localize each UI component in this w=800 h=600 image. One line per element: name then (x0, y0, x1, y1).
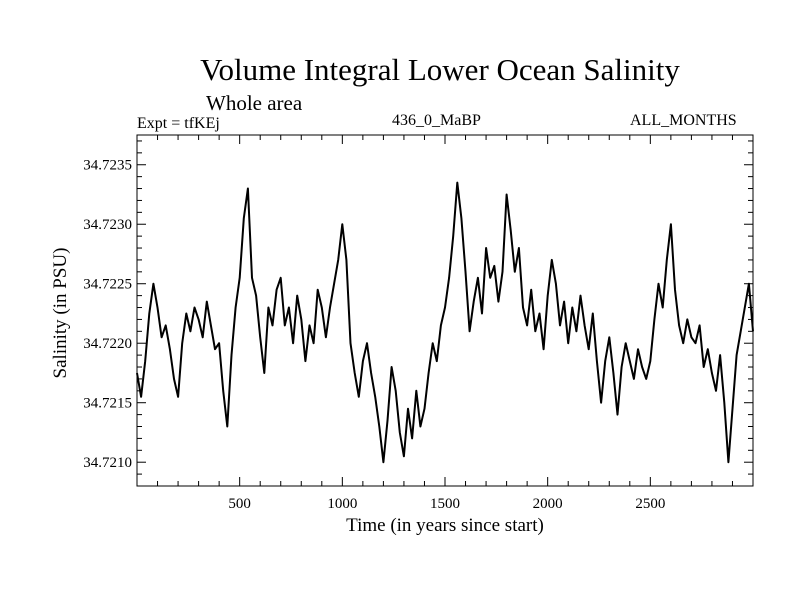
y-tick-label: 34.7235 (83, 158, 132, 174)
x-tick-label: 2000 (533, 496, 563, 512)
x-tick-label: 500 (228, 496, 251, 512)
y-tick-label: 34.7230 (83, 217, 132, 233)
y-tick-label: 34.7225 (83, 277, 132, 293)
salinity-series-line (136, 181, 754, 464)
plot-frame (136, 134, 754, 487)
y-tick-label: 34.7215 (83, 396, 132, 412)
x-tick-label: 2500 (635, 496, 665, 512)
x-axis-label: Time (in years since start) (346, 515, 544, 536)
tick-labels: 500 1000 1500 2000 2500 34.7210 34.7215 34.7220… (83, 158, 665, 512)
y-tick-label: 34.7220 (83, 336, 132, 352)
experiment-label: Expt = tfKEj (137, 115, 220, 132)
axis-ticks (137, 135, 753, 487)
x-tick-label: 1500 (430, 496, 460, 512)
chart-title: Volume Integral Lower Ocean Salinity (200, 52, 680, 87)
y-tick-label: 34.7210 (83, 455, 132, 471)
x-tick-label: 1000 (327, 496, 357, 512)
period-label: 436_0_MaBP (392, 112, 481, 129)
chart-subtitle: Whole area (206, 91, 303, 115)
months-label: ALL_MONTHS (630, 112, 737, 129)
